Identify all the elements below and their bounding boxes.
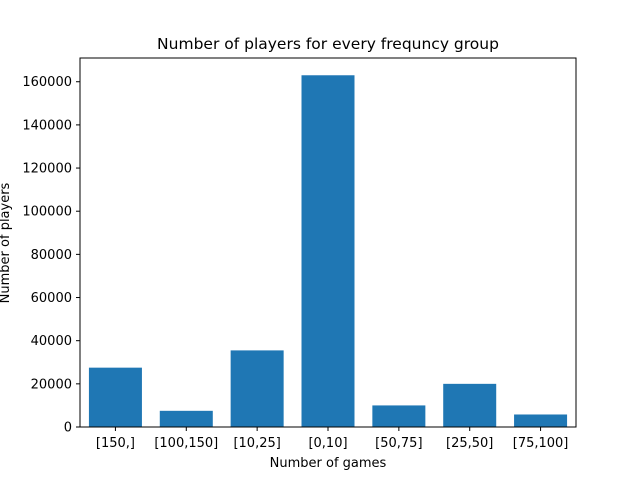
x-tick-label-2: [10,25] [233,436,280,451]
y-tick-label-0: 0 [64,421,72,436]
x-tick-label-3: [0,10] [308,436,347,451]
y-tick-label-6: 120000 [22,162,72,177]
plot-frame [79,57,577,428]
y-tick-label-3: 60000 [31,291,72,306]
bar-6 [514,414,568,427]
x-axis-ticks: [150,] [100,150] [10,25] [0,10] [50,75] [25,5… [96,427,569,451]
x-tick-label-6: [75,100] [513,436,569,451]
y-tick-label-2: 40000 [31,334,72,349]
bar-4 [372,405,426,427]
bar-5 [443,383,497,427]
y-axis-ticks: 0 20000 40000 60000 80000 100000 120000 140000 1… [22,75,80,436]
x-tick-label-5: [25,50] [446,436,493,451]
y-tick-label-1: 20000 [31,377,72,392]
x-tick-label-1: [100,150] [154,436,218,451]
x-tick-label-4: [50,75] [375,436,422,451]
bar-0 [88,367,142,427]
y-tick-label-8: 160000 [22,75,72,90]
y-axis-label: Number of players [0,182,13,303]
y-tick-label-4: 80000 [31,248,72,263]
x-axis-label: Number of games [270,456,387,471]
bar-2 [230,350,284,427]
bar-1 [159,410,213,427]
bar-3 [301,75,355,428]
y-tick-label-5: 100000 [22,205,72,220]
bars-group [88,75,568,428]
x-tick-label-0: [150,] [96,436,135,451]
chart-title: Number of players for every frequncy gro… [157,35,499,53]
y-tick-label-7: 140000 [22,118,72,133]
